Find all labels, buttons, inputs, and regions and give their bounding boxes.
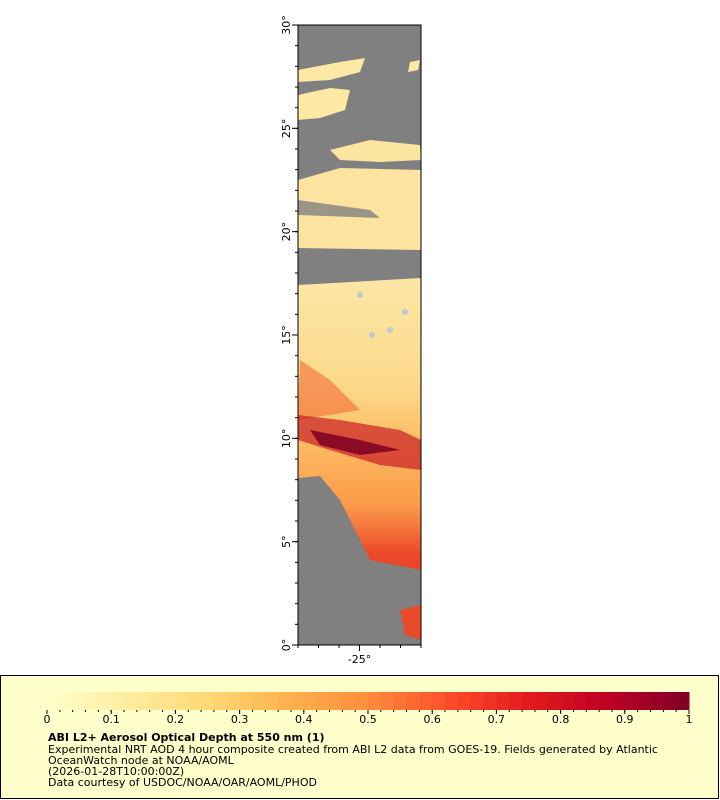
colorbar-segment [59,692,74,710]
colorbar-segment [586,692,600,710]
colorbar-segment [124,692,138,710]
colorbar-segment [393,692,408,710]
colorbar-segment [111,692,125,710]
colorbar-segment [175,692,189,710]
colorbar-tick-label: 0 [44,713,51,726]
colorbar-segment [47,692,61,710]
colorbar-segment [72,692,87,710]
colorbar-segment [534,692,549,710]
colorbar-segment [239,692,253,710]
colorbar-segment [149,692,164,710]
colorbar-segment [650,692,664,710]
x-tick-label: -25° [348,653,371,666]
colorbar-segment [188,692,202,710]
colorbar-segment [278,692,292,710]
legend-line: (2026-01-28T10:00:00Z) [48,765,184,778]
colorbar-segment [136,692,151,710]
y-tick-label: 30° [280,15,293,35]
colorbar-segment [265,692,279,710]
y-tick-label: 15° [280,325,293,345]
colorbar-segment [509,692,523,710]
colorbar-segment [496,692,510,710]
colorbar-segment [290,692,305,710]
legend-line: Data courtesy of USDOC/NOAA/OAR/AOML/PHO… [48,776,317,789]
legend-line: OceanWatch node at NOAA/AOML [48,754,235,767]
colorbar-tick-label: 0.7 [488,713,506,726]
colorbar-segment [316,692,330,710]
colorbar-segment [226,692,241,710]
colorbar-segment [445,692,459,710]
colorbar-segment [85,692,99,710]
colorbar-segment [368,692,382,710]
colorbar-segment [432,692,446,710]
colorbar-segment [201,692,215,710]
colorbar-segment [560,692,574,710]
colorbar-segment [342,692,356,710]
colorbar-tick-label: 0.2 [167,713,185,726]
colorbar-segment [663,692,677,710]
colorbar-tick-label: 0.5 [359,713,377,726]
colorbar-segment [355,692,369,710]
colorbar-tick-label: 0.3 [231,713,249,726]
colorbar-segment [380,692,395,710]
colorbar-segment [457,692,472,710]
colorbar-segment [252,692,266,710]
colorbar-segment [98,692,112,710]
colorbar-segment [419,692,433,710]
colorbar-segment [406,692,420,710]
colorbar-tick-label: 1 [686,713,693,726]
map-image [298,25,421,645]
colorbar-segment [522,692,536,710]
legend-line: Experimental NRT AOD 4 hour composite cr… [48,743,658,756]
colorbar-segment [676,692,690,710]
colorbar-tick-label: 0.9 [616,713,634,726]
colorbar-segment [637,692,651,710]
colorbar-segment [470,692,485,710]
colorbar-segment [624,692,639,710]
colorbar-segment [213,692,228,710]
colorbar-tick-label: 0.8 [552,713,570,726]
y-tick-label: 10° [280,429,293,449]
y-tick-label: 20° [280,222,293,242]
y-tick-label: 25° [280,119,293,139]
colorbar-tick-label: 0.1 [102,713,120,726]
colorbar-segment [611,692,626,710]
colorbar-segment [329,692,343,710]
colorbar-segment [162,692,176,710]
legend-title: ABI L2+ Aerosol Optical Depth at 550 nm … [48,731,325,744]
colorbar-segment [303,692,318,710]
colorbar-segment [573,692,587,710]
colorbar-segment [483,692,497,710]
y-tick-label: 5° [280,535,293,548]
y-tick-label: 0° [280,639,293,652]
colorbar-tick-label: 0.6 [423,713,441,726]
colorbar-segment [599,692,613,710]
colorbar-tick-label: 0.4 [295,713,313,726]
colorbar-segment [547,692,562,710]
